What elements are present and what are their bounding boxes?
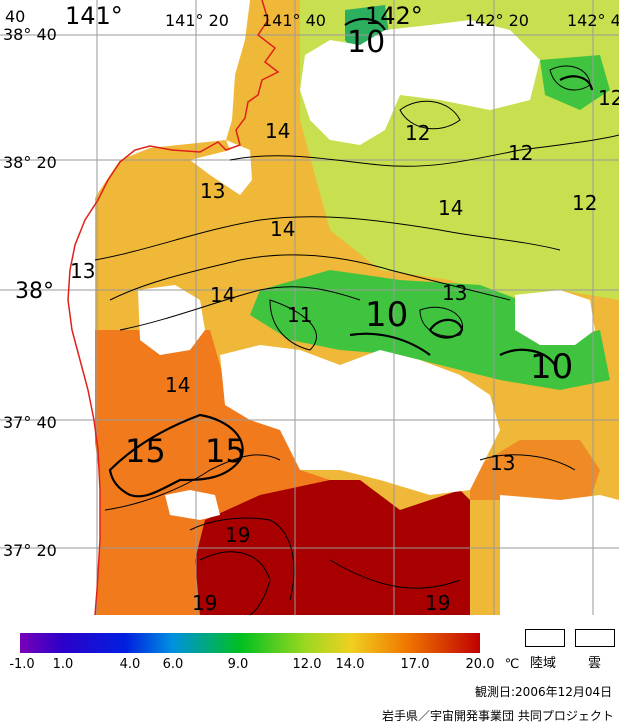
lat-label: 37° 20: [3, 541, 57, 560]
temperature-colorbar: [20, 633, 480, 653]
contour-label: 12: [572, 191, 597, 215]
contour-label: 10: [530, 347, 573, 387]
contour-label: 13: [490, 451, 515, 475]
lon-label: 141°: [65, 2, 123, 30]
contour-label: 10: [347, 25, 385, 60]
cloud-label: 雲: [588, 656, 602, 671]
contour-label: 19: [192, 591, 217, 615]
land-swatch: [525, 629, 565, 647]
contour-label: 12: [598, 86, 619, 110]
legend-tick: -1.0: [9, 657, 35, 672]
contour-label: 14: [210, 283, 235, 307]
lat-label: 37° 40: [3, 413, 57, 432]
lon-label: 142° 4: [567, 11, 619, 30]
lon-label: 40: [5, 7, 25, 26]
land-label: 陸域: [530, 656, 557, 671]
lon-label: 142°: [365, 2, 423, 30]
legend-tick: 12.0: [292, 657, 322, 672]
observation-date: 観測日:2006年12月04日: [475, 685, 613, 699]
graticule: [0, 0, 619, 615]
orange-strip-east: [470, 440, 600, 505]
legend-tick: 9.0: [227, 657, 249, 672]
lon-label: 141° 20: [165, 11, 229, 30]
coastline: [67, 0, 280, 616]
contour-label: 11: [287, 303, 312, 327]
credit-line: 岩手県／宇宙開発事業団 共同プロジェクト: [382, 709, 614, 723]
cloud-west: [138, 285, 205, 355]
contour-label: 15: [205, 432, 246, 470]
cloud-north: [300, 20, 540, 145]
land-ishinomaki-peninsula: [190, 140, 252, 195]
contour-label: 13: [200, 179, 225, 203]
contour-label: 15: [125, 432, 166, 470]
legend-tick: 14.0: [335, 657, 365, 672]
legend-tick: 4.0: [119, 657, 141, 672]
contour-label: 14: [438, 196, 463, 220]
cloud-southeast: [500, 495, 619, 615]
contour-label: 10: [365, 295, 408, 335]
contour-labels: 10 12 12 12 12 14 13 14 14 13 14 11 10 1…: [70, 25, 619, 615]
contour-label: 12: [508, 141, 533, 165]
contour-label: 19: [225, 523, 250, 547]
legend-tick: 17.0: [400, 657, 430, 672]
land-honshu: [0, 0, 250, 615]
lat-label: 38°: [15, 279, 54, 304]
contour-label: 12: [405, 121, 430, 145]
legend-tick: 1.0: [52, 657, 74, 672]
contour-label: 13: [70, 259, 95, 283]
lon-label: 141° 40: [262, 11, 326, 30]
contour-label: 19: [425, 591, 450, 615]
contour-label: 14: [270, 217, 295, 241]
legend-tick: 20.0: [465, 657, 495, 672]
lat-label: 38° 20: [3, 153, 57, 172]
legend-tick: 6.0: [162, 657, 184, 672]
cloud-small-south: [165, 490, 220, 520]
lon-label: 142° 20: [465, 11, 529, 30]
contour-label: 14: [265, 119, 290, 143]
grid-labels: 40 141° 141° 20 141° 40 142° 142° 20 142…: [3, 2, 619, 560]
isotherms: [94, 17, 619, 616]
legend-unit: ℃: [504, 657, 520, 672]
contour-label: 14: [165, 373, 190, 397]
cloud-east: [515, 290, 595, 345]
lat-label: 38° 40: [3, 25, 57, 44]
contour-label: 13: [442, 281, 467, 305]
cloud-swatch: [575, 629, 615, 647]
